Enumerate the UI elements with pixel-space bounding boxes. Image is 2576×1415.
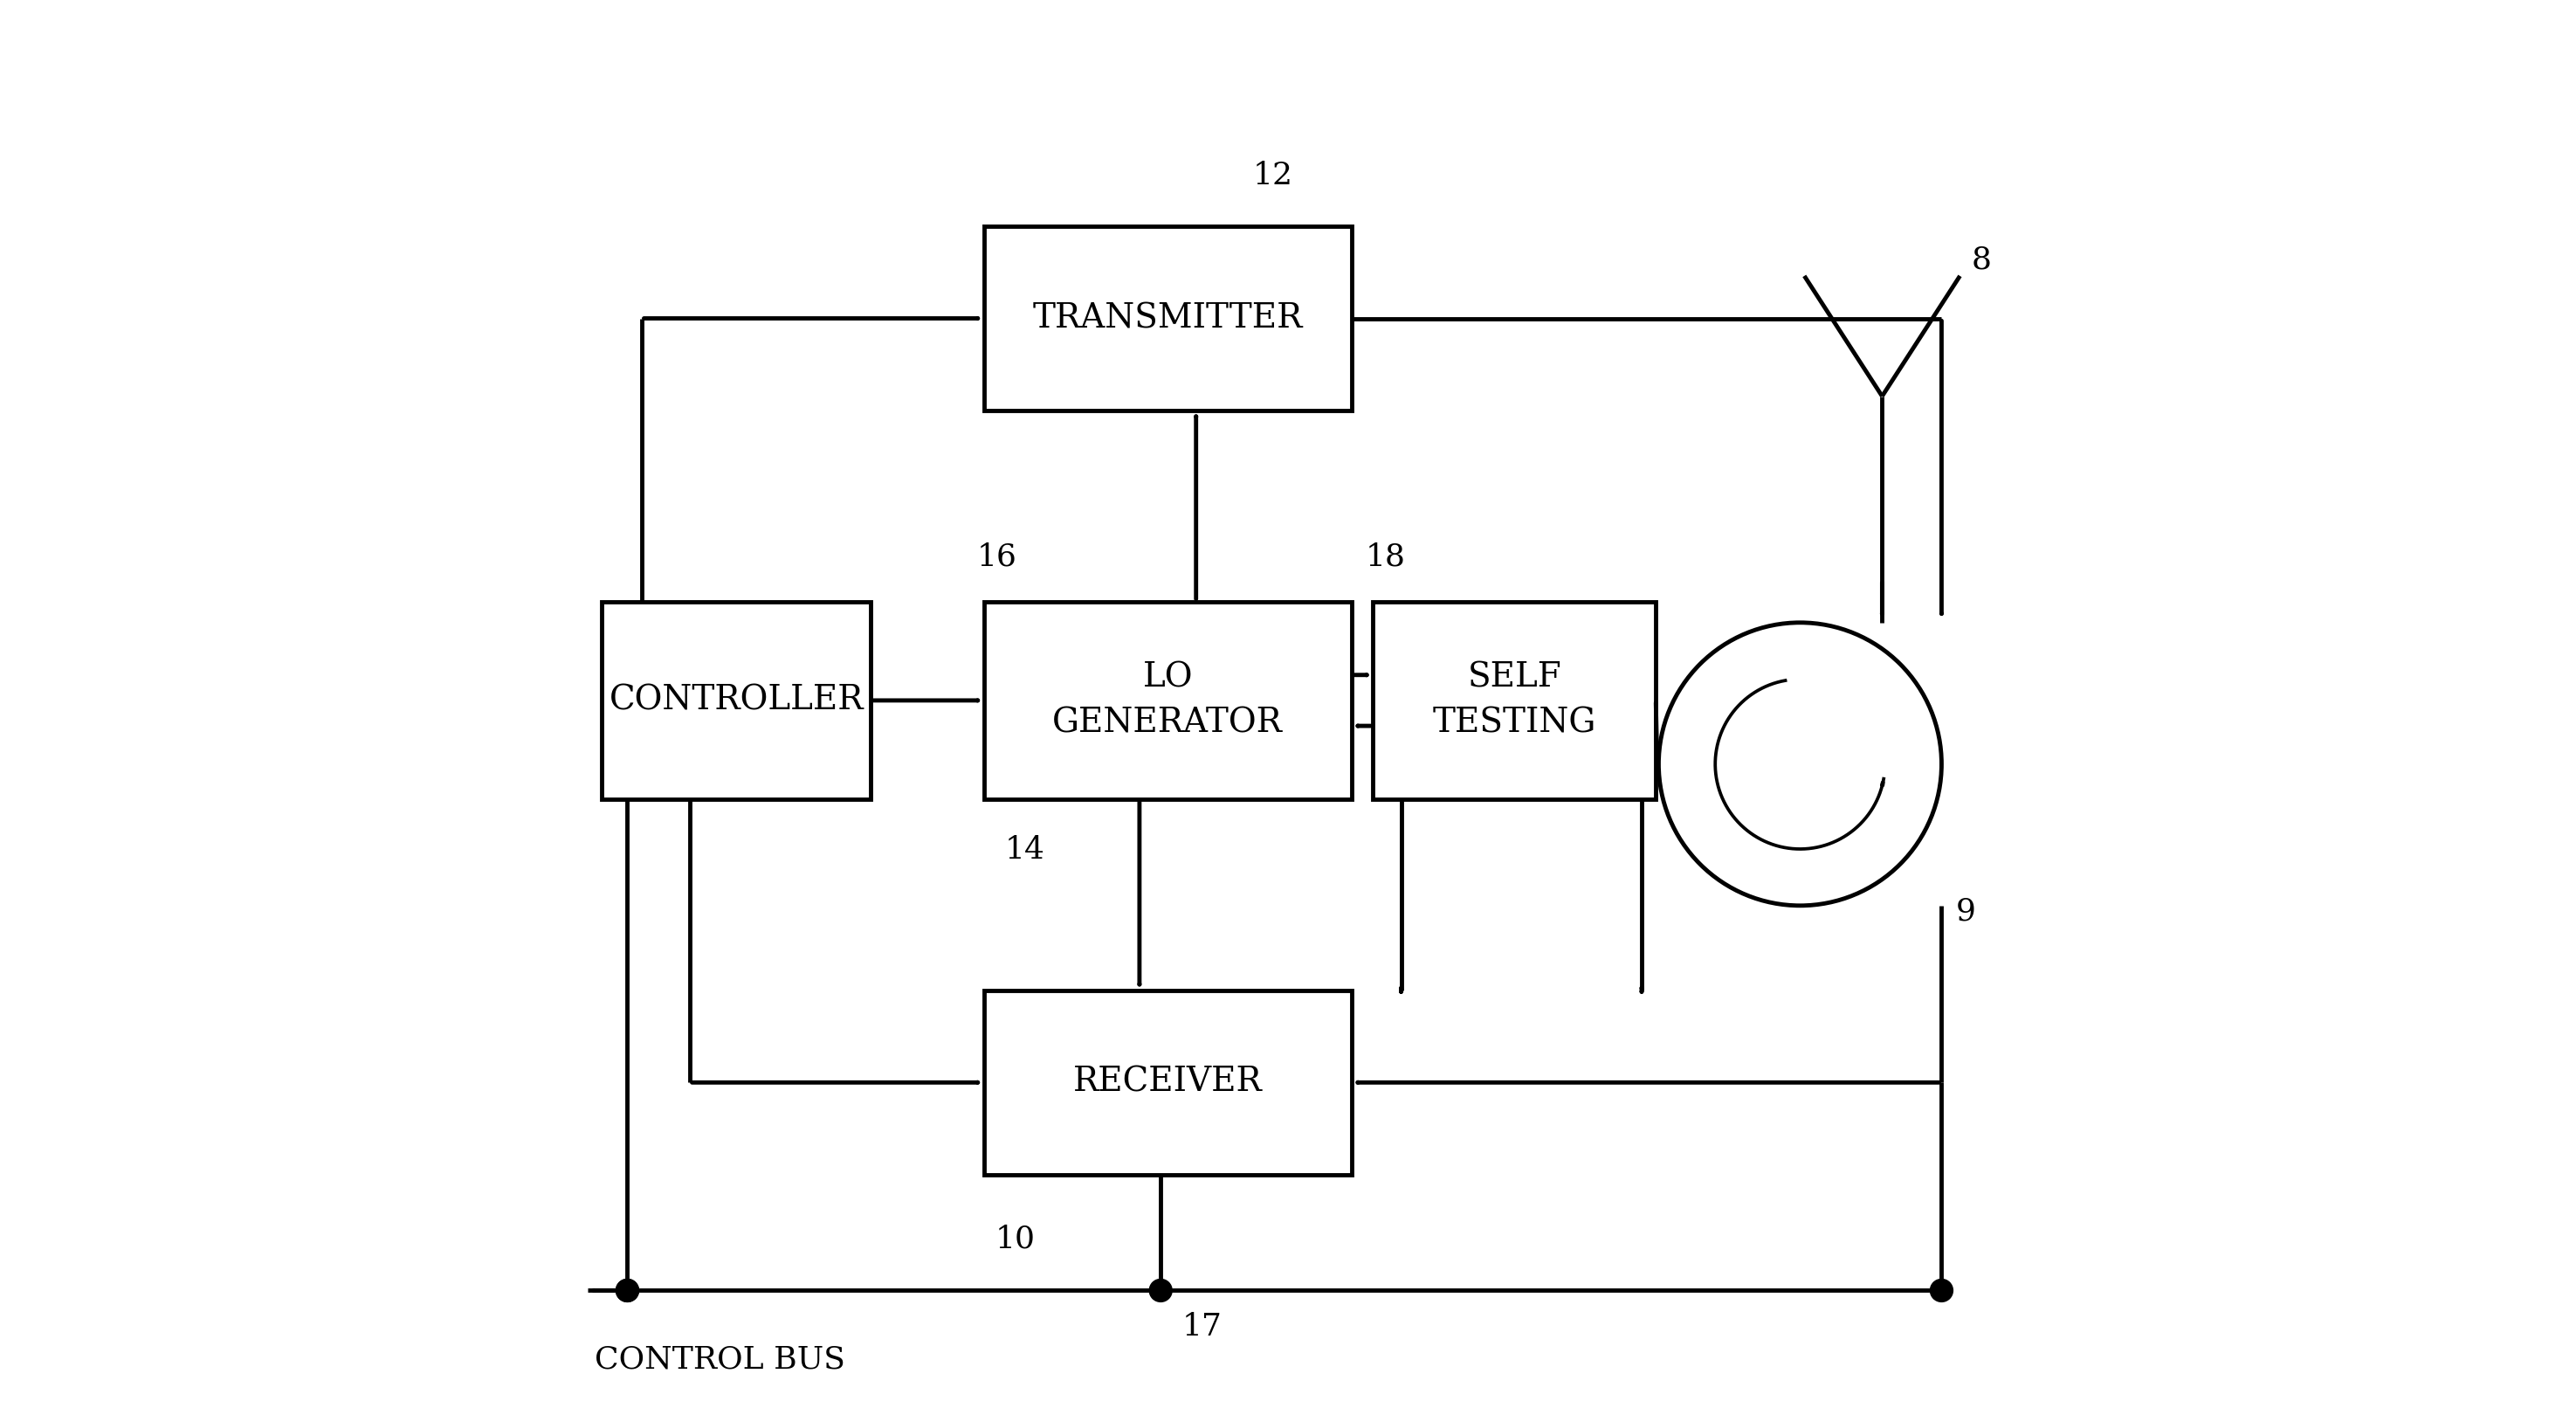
Text: 16: 16: [976, 542, 1018, 572]
Text: SELF
TESTING: SELF TESTING: [1432, 662, 1597, 739]
Text: RECEIVER: RECEIVER: [1074, 1067, 1262, 1098]
Bar: [603, 601, 871, 799]
Circle shape: [1929, 1279, 1953, 1302]
Text: 17: 17: [1182, 1312, 1221, 1341]
Text: 9: 9: [1955, 896, 1976, 925]
Circle shape: [616, 1279, 639, 1302]
Circle shape: [1149, 1279, 1172, 1302]
Text: 14: 14: [1005, 835, 1046, 865]
Text: LO
GENERATOR: LO GENERATOR: [1054, 662, 1283, 739]
Circle shape: [616, 1279, 639, 1302]
Text: CONTROLLER: CONTROLLER: [608, 685, 863, 716]
Bar: [1373, 601, 1656, 799]
Bar: [984, 990, 1352, 1174]
Text: 10: 10: [994, 1224, 1036, 1254]
Text: TRANSMITTER: TRANSMITTER: [1033, 303, 1303, 334]
Text: 18: 18: [1365, 542, 1406, 572]
Text: 8: 8: [1971, 245, 1991, 275]
Text: 12: 12: [1252, 160, 1293, 190]
Bar: [984, 601, 1352, 799]
Bar: [984, 226, 1352, 410]
Text: CONTROL BUS: CONTROL BUS: [595, 1344, 845, 1374]
